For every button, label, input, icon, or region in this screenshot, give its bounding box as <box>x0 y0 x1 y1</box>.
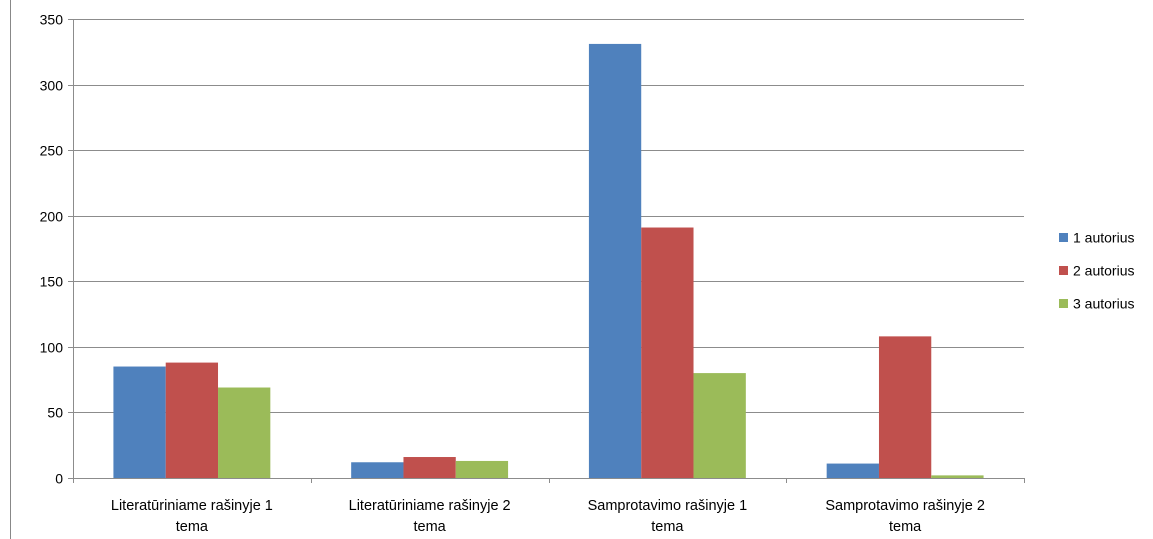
y-tick-label: 0 <box>55 471 63 487</box>
bars <box>113 43 984 479</box>
bar-1-autorius-2 <box>351 462 404 478</box>
y-tick-label: 300 <box>40 78 64 94</box>
x-axis: Literatūriniame rašinyje 1 tema Literatūri… <box>73 478 1025 535</box>
legend-label: 3 autorius <box>1073 296 1134 312</box>
legend-swatch <box>1059 266 1068 275</box>
legend-swatch <box>1059 233 1068 242</box>
y-tick-label: 100 <box>40 340 64 356</box>
y-tick-label: 150 <box>40 274 64 290</box>
legend: 1 autorius 2 autorius 3 autorius <box>1059 230 1134 312</box>
y-tick-label: 250 <box>40 143 64 159</box>
gridlines <box>73 19 1024 413</box>
y-axis: 0 50 100 150 200 250 300 350 <box>40 12 74 487</box>
bar-2-autorius-2 <box>403 457 456 478</box>
bar-2-autorius-4 <box>878 336 932 478</box>
x-category-label: tema <box>414 519 447 535</box>
y-tick-label: 200 <box>40 209 64 225</box>
x-category-label: tema <box>889 519 922 535</box>
x-category-label: Literatūriniame rašinyje 2 <box>349 498 511 514</box>
bar-1-autorius-3 <box>588 43 642 479</box>
x-category-label: Literatūriniame rašinyje 1 <box>111 498 273 514</box>
bar-1-autorius-4 <box>826 463 879 478</box>
y-tick-label: 350 <box>40 12 64 28</box>
bar-2-autorius-3 <box>641 227 694 478</box>
legend-swatch <box>1059 299 1068 308</box>
bar-3-autorius-4 <box>931 475 984 478</box>
x-category-label: tema <box>651 519 684 535</box>
bar-3-autorius-1 <box>218 387 271 478</box>
legend-label: 2 autorius <box>1073 263 1134 279</box>
bar-3-autorius-2 <box>455 460 509 478</box>
x-category-label: Samprotavimo rašinyje 1 <box>588 498 748 514</box>
x-category-label: tema <box>176 519 209 535</box>
legend-label: 1 autorius <box>1073 230 1134 246</box>
bar-1-autorius-1 <box>113 366 166 478</box>
y-tick-label: 50 <box>47 405 63 421</box>
bar-3-autorius-3 <box>693 373 746 478</box>
bar-2-autorius-1 <box>165 362 219 478</box>
chart-border-left <box>10 0 11 539</box>
x-category-label: Samprotavimo rašinyje 2 <box>825 498 985 514</box>
